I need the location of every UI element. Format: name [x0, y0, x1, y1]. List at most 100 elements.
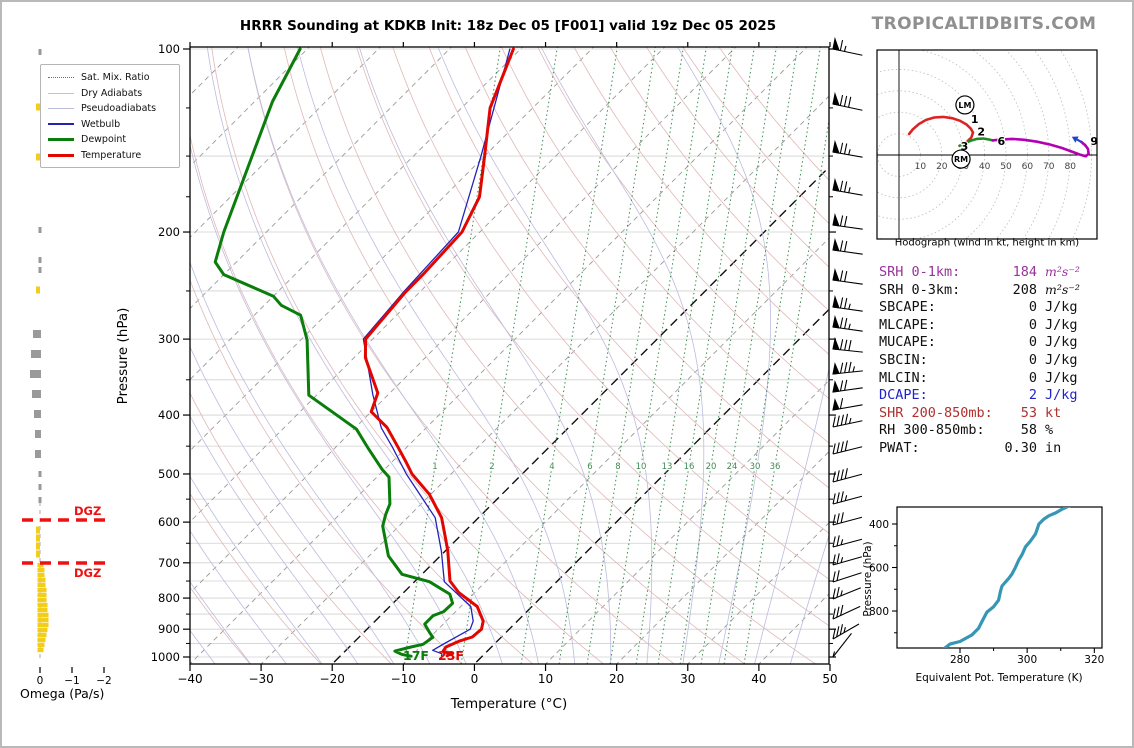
- index-label: PWAT:: [879, 439, 920, 456]
- temperature-curve: [363, 47, 515, 658]
- legend-item-pseudo: Pseudoadiabats: [48, 101, 172, 117]
- index-row: SHR 200-850mb: 53 kt: [879, 405, 1111, 423]
- legend-label: Dry Adiabats: [81, 87, 143, 99]
- svg-text:320: 320: [1084, 654, 1104, 666]
- index-value: 184: [1012, 264, 1037, 280]
- legend-label: Sat. Mix. Ratio: [81, 72, 150, 84]
- wind-barb: [832, 314, 863, 332]
- wind-barb: [832, 237, 863, 255]
- legend-item-dewpoint: Dewpoint: [48, 132, 172, 148]
- svg-text:4: 4: [549, 462, 554, 472]
- index-value: 0: [1028, 299, 1037, 316]
- index-unit: J/kg: [1045, 334, 1078, 351]
- wind-barb: [832, 337, 863, 353]
- indices-panel: SRH 0-1km: 184 m²s⁻² SRH 0-3km: 208 m²s⁻² SBCA…: [879, 264, 1111, 458]
- svg-text:60: 60: [1022, 162, 1034, 172]
- svg-text:700: 700: [158, 556, 180, 570]
- index-unit: J/kg: [1045, 299, 1078, 316]
- index-unit: kt: [1045, 404, 1062, 421]
- svg-text:200: 200: [158, 225, 180, 239]
- svg-text:400: 400: [158, 408, 180, 422]
- svg-text:10: 10: [915, 162, 927, 172]
- svg-text:0: 0: [471, 672, 479, 686]
- index-unit: m²s⁻²: [1045, 281, 1080, 297]
- svg-text:1: 1: [971, 113, 979, 126]
- hodograph-caption: Hodograph (wind in kt, height in km): [894, 237, 1080, 249]
- svg-text:100: 100: [158, 42, 180, 56]
- svg-text:400: 400: [869, 519, 889, 531]
- site-logo: TROPICALTIDBITS.COM: [871, 14, 1097, 34]
- page-title: HRRR Sounding at KDKB Init: 18z Dec 05 […: [239, 18, 777, 34]
- svg-text:9: 9: [1090, 135, 1098, 148]
- svg-text:80: 80: [1064, 162, 1076, 172]
- svg-text:280: 280: [950, 654, 970, 666]
- wind-barb: [832, 491, 863, 505]
- svg-text:RM: RM: [954, 155, 968, 164]
- index-label: MUCAPE:: [879, 334, 936, 351]
- omega-axis-label: Omega (Pa/s): [20, 686, 105, 701]
- skewt-frame: [189, 46, 830, 665]
- index-value: 0: [1028, 334, 1037, 351]
- svg-text:16: 16: [684, 462, 695, 472]
- legend-item-dry: Dry Adiabats: [48, 86, 172, 102]
- svg-text:40: 40: [979, 162, 991, 172]
- wind-barb: [832, 294, 863, 312]
- index-unit: J/kg: [1045, 369, 1078, 386]
- legend-item-mixratio: Sat. Mix. Ratio: [48, 70, 172, 86]
- index-unit: m²s⁻²: [1045, 264, 1080, 279]
- index-unit: in: [1045, 439, 1062, 456]
- index-row: SBCIN: 0 J/kg: [879, 352, 1111, 370]
- svg-text:30: 30: [750, 462, 761, 472]
- wind-barb: [832, 633, 852, 658]
- surface-temperature-label: 23F: [438, 648, 464, 663]
- svg-text:1: 1: [432, 462, 437, 472]
- index-row: MLCIN: 0 J/kg: [879, 370, 1111, 388]
- mixing-ratio-labels: 1 2 4 6 8 10 13 16 20 24 30 36: [431, 461, 782, 474]
- wind-barb: [832, 361, 863, 375]
- index-row: SRH 0-3km: 208 m²s⁻²: [879, 282, 1111, 300]
- wetbulb-swatch: [48, 123, 74, 126]
- index-row: SBCAPE: 0 J/kg: [879, 299, 1111, 317]
- svg-text:8: 8: [615, 462, 620, 472]
- wind-barb: [832, 413, 863, 428]
- index-label: RH 300-850mb:: [879, 422, 985, 439]
- sounding-curves: [213, 47, 515, 658]
- index-unit: J/kg: [1045, 387, 1078, 404]
- hodograph-segment-3-6km: [958, 137, 994, 148]
- pressure-axis-label: Pressure (hPa): [115, 307, 131, 405]
- wetbulb-curve: [362, 48, 511, 657]
- dry-swatch: [48, 92, 74, 94]
- mixratio-swatch: [48, 77, 74, 79]
- index-row: SRH 0-1km: 184 m²s⁻²: [879, 264, 1111, 282]
- wind-barb: [832, 379, 863, 393]
- temperature-swatch: [48, 153, 74, 157]
- legend-item-wetbulb: Wetbulb: [48, 117, 172, 133]
- svg-text:800: 800: [869, 606, 889, 618]
- legend-label: Temperature: [81, 149, 142, 161]
- wind-barb: [832, 553, 862, 566]
- wind-barb: [832, 512, 863, 526]
- theta-e-panel: 400 600 800 280 300 320: [869, 506, 1104, 666]
- index-row: MLCAPE: 0 J/kg: [879, 317, 1111, 335]
- index-value: 0: [1028, 351, 1037, 368]
- legend-label: Dewpoint: [81, 134, 127, 146]
- index-row: PWAT: 0.30 in: [879, 440, 1111, 458]
- svg-text:10: 10: [636, 462, 647, 472]
- wind-barb: [832, 570, 862, 583]
- svg-text:3: 3: [961, 140, 969, 153]
- index-label: SRH 0-3km:: [879, 281, 961, 298]
- svg-text:800: 800: [158, 591, 180, 605]
- index-label: MLCIN:: [879, 369, 928, 386]
- index-unit: J/kg: [1045, 316, 1078, 333]
- index-value: 58: [1020, 422, 1037, 439]
- wind-barb: [832, 440, 863, 455]
- index-row: RH 300-850mb: 58%: [879, 422, 1111, 440]
- svg-text:36: 36: [770, 462, 781, 472]
- svg-text:300: 300: [1017, 654, 1037, 666]
- skewt-background: [190, 47, 829, 664]
- svg-text:2: 2: [489, 462, 494, 472]
- index-value: 0: [1028, 369, 1037, 386]
- wind-barb: [832, 535, 863, 548]
- svg-text:30: 30: [680, 672, 695, 686]
- svg-text:20: 20: [706, 462, 717, 472]
